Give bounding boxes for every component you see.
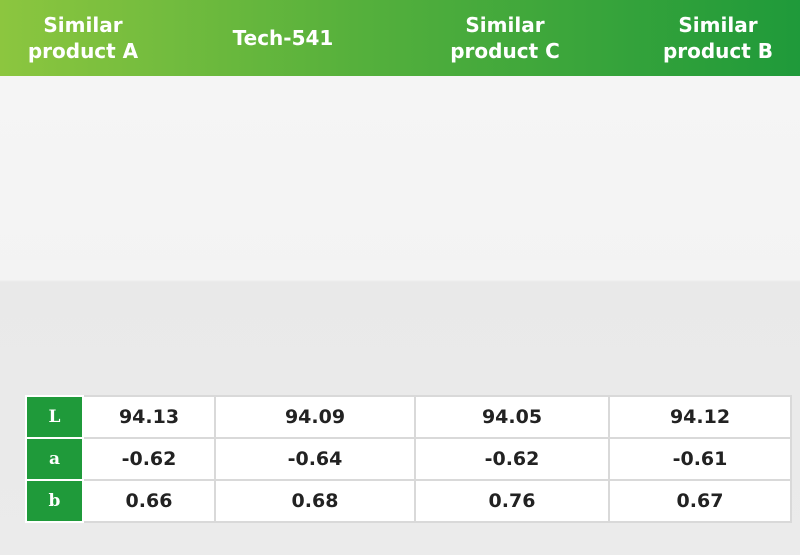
table-row: b 0.66 0.68 0.76 0.67: [25, 479, 792, 523]
cell-value: -0.61: [608, 437, 792, 481]
cell-value: 0.66: [82, 479, 216, 523]
cell-value: 94.09: [214, 395, 416, 439]
column-title: Similar product A: [27, 13, 139, 63]
cell-value: 94.12: [608, 395, 792, 439]
cell-value: 0.68: [214, 479, 416, 523]
cell-value: -0.62: [82, 437, 216, 481]
cell-value: 0.67: [608, 479, 792, 523]
measurement-table: L 94.13 94.09 94.05 94.12 a -0.62 -0.64 -0.62 -0.…: [25, 395, 792, 523]
header-bar: Similar product A Tech-541 Similar produ…: [0, 0, 800, 76]
row-label: b: [25, 479, 84, 523]
table-row: a -0.62 -0.64 -0.62 -0.61: [25, 437, 792, 481]
column-title: Similar product B: [662, 13, 774, 63]
cell-value: -0.62: [414, 437, 610, 481]
column-title: Similar product C: [450, 13, 560, 63]
cell-value: 94.13: [82, 395, 216, 439]
cell-value: -0.64: [214, 437, 416, 481]
column-title: Tech-541: [232, 26, 334, 50]
table-row: L 94.13 94.09 94.05 94.12: [25, 395, 792, 439]
cell-value: 0.76: [414, 479, 610, 523]
row-label: a: [25, 437, 84, 481]
cell-value: 94.05: [414, 395, 610, 439]
row-label: L: [25, 395, 84, 439]
